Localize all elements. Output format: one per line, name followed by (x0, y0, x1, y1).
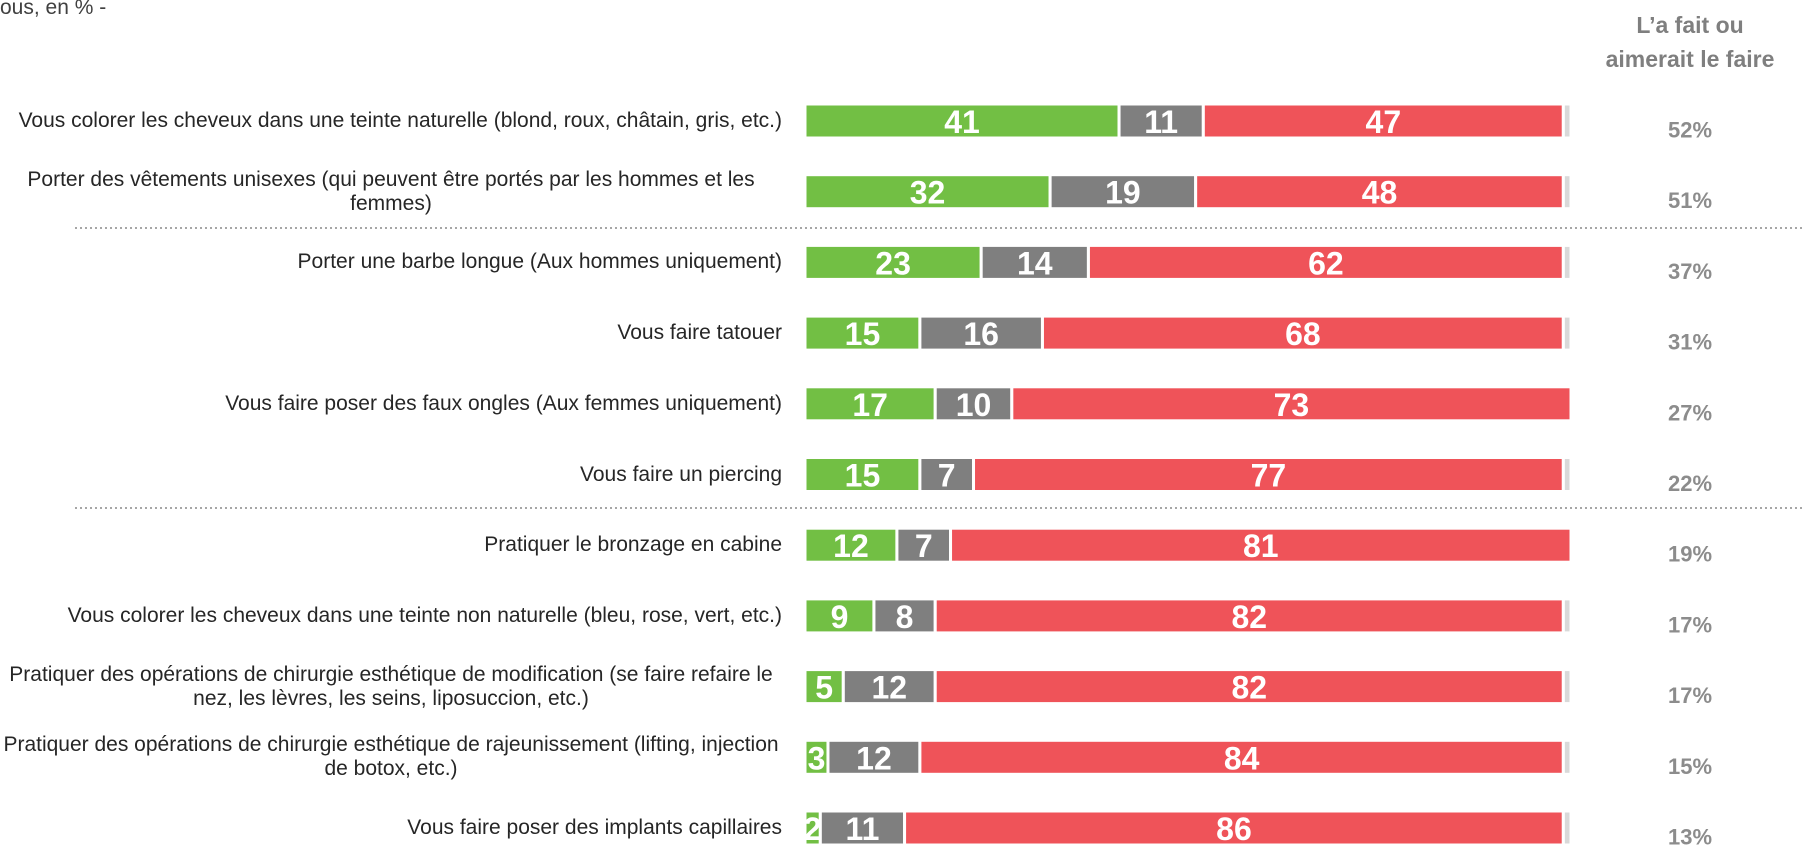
segment-label: 11 (846, 811, 880, 845)
segment-label: 5 (815, 670, 833, 706)
bar-segment (841, 668, 937, 706)
category-label-box: Vous colorer les cheveux dans une teinte… (0, 581, 782, 651)
segment-label: 17 (852, 387, 888, 423)
category-label-box: Vous faire tatouer (0, 298, 782, 368)
bar-segment (933, 385, 1014, 423)
total-label: 37% (1668, 259, 1712, 284)
segment-label: 73 (1274, 387, 1310, 423)
segment-label: 77 (1251, 458, 1287, 494)
segment-label: 3 (808, 740, 826, 776)
segment-label: 68 (1285, 316, 1321, 352)
segment-label: 23 (875, 245, 911, 281)
segment-label: 41 (944, 104, 980, 140)
bar-segment (1561, 668, 1573, 706)
segment-label: 16 (963, 316, 999, 352)
total-label: 22% (1668, 471, 1712, 496)
category-label-box: Vous faire un piercing (0, 440, 782, 510)
total-label: 27% (1668, 400, 1712, 425)
bar-segment (918, 456, 976, 493)
segment-label: 12 (871, 670, 907, 706)
segment-label: 2 (804, 811, 822, 845)
bar-segment (1201, 102, 1565, 140)
category-label: Vous faire poser des faux ongles (Aux fe… (225, 391, 782, 415)
total-label: 52% (1668, 118, 1712, 143)
category-label: Vous colorer les cheveux dans une teinte… (67, 603, 782, 627)
segment-label: 62 (1308, 245, 1344, 281)
category-label: Vous colorer les cheveux dans une teinte… (18, 109, 782, 132)
bar-segment (803, 173, 1052, 211)
segment-label: 48 (1362, 175, 1398, 211)
category-label: Porter une barbe longue (Aux hommes uniq… (297, 250, 782, 274)
bar-segment (1561, 173, 1573, 211)
subtitle: ous, en % - (0, 0, 107, 19)
category-label: Pratiquer des opérations de chirurgie es… (9, 662, 773, 710)
bar-segment (949, 526, 1573, 564)
category-label-box: Porter une barbe longue (Aux hommes uniq… (0, 227, 782, 297)
chart: 41 11 47 52%32 19 48 51%23 14 62 37%15 16 68 31%17 10… (75, 102, 1804, 846)
total-label: 17% (1668, 683, 1712, 708)
segment-label: 81 (1243, 528, 1279, 564)
bar-segment (1561, 314, 1573, 352)
category-label-box: Pratiquer des opérations de chirurgie es… (0, 722, 782, 792)
bar-segment (803, 668, 845, 706)
total-label: 51% (1668, 188, 1712, 213)
bar-segment (826, 738, 922, 776)
segment-label: 32 (910, 175, 946, 211)
category-label-box: Porter des vêtements unisexes (qui peuve… (0, 157, 782, 227)
category-label: Porter des vêtements unisexes (qui peuve… (27, 167, 755, 215)
bar-segment (803, 243, 983, 281)
segment-label: 8 (896, 599, 914, 635)
category-label-box: Pratiquer des opérations de chirurgie es… (0, 652, 782, 722)
bar-segment (1561, 456, 1573, 493)
bar-segment (1010, 385, 1573, 423)
total-label: 19% (1668, 542, 1712, 567)
bar-segment (903, 809, 1565, 845)
total-label: 13% (1668, 825, 1712, 846)
segment-label: 86 (1216, 811, 1252, 845)
totals-header: L’a fait ou aimerait le faire (1605, 12, 1775, 72)
category-label: Vous faire tatouer (617, 321, 782, 345)
segment-label: 12 (856, 740, 892, 776)
bar-segment (895, 526, 953, 564)
segment-label: 15 (845, 316, 881, 352)
bar-segment (1561, 243, 1573, 281)
segment-label: 7 (938, 458, 956, 494)
segment-label: 14 (1017, 245, 1053, 281)
category-label: Pratiquer des opérations de chirurgie es… (3, 733, 779, 781)
category-label-box: Vous colorer les cheveux dans une teinte… (0, 86, 782, 156)
bar-segment (803, 102, 1121, 140)
category-label: Vous faire poser des implants capillaire… (407, 816, 782, 839)
category-label-box: Vous faire poser des faux ongles (Aux fe… (0, 369, 782, 439)
segment-label: 12 (833, 528, 869, 564)
bar-segment (1086, 243, 1565, 281)
category-label: Pratiquer le bronzage en cabine (484, 533, 782, 557)
bar-segment (872, 597, 937, 635)
category-label: Vous faire un piercing (580, 462, 782, 486)
segment-label: 82 (1231, 599, 1267, 635)
segment-label: 82 (1231, 670, 1267, 706)
bar-segment (1561, 738, 1573, 776)
segment-label: 15 (845, 458, 881, 494)
segment-label: 9 (831, 599, 849, 635)
total-label: 17% (1668, 612, 1712, 637)
total-label: 15% (1668, 754, 1712, 779)
bar-segment (1561, 597, 1573, 635)
bar-segment (803, 526, 899, 564)
total-label: 31% (1668, 330, 1712, 355)
segment-label: 47 (1366, 104, 1402, 140)
bar-segment (933, 668, 1565, 706)
bar-segment (1561, 102, 1573, 140)
category-label-box: Pratiquer le bronzage en cabine (0, 510, 782, 580)
bar-segment (1117, 102, 1205, 140)
segment-label: 84 (1224, 740, 1260, 776)
category-label-box: Vous faire poser des implants capillaire… (0, 793, 782, 863)
bar-segment (972, 456, 1565, 493)
segment-label: 10 (956, 387, 992, 423)
bar-segment (1561, 809, 1573, 845)
segment-label: 11 (1144, 104, 1178, 140)
segment-label: 19 (1105, 175, 1141, 211)
segment-label: 7 (915, 528, 933, 564)
bar-segment (1194, 173, 1565, 211)
page: {"chart_data": { "type": "stacked-bar-ho… (0, 0, 1804, 845)
